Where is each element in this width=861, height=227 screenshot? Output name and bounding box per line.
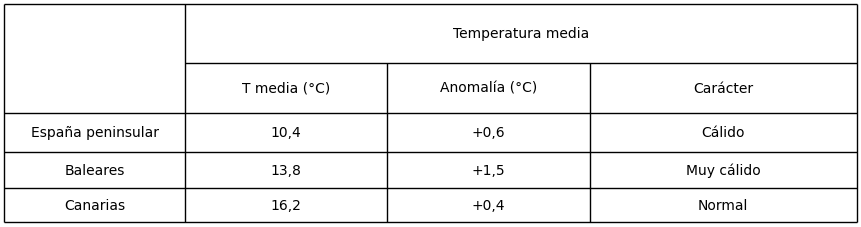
Text: Carácter: Carácter (693, 81, 753, 96)
Text: 13,8: 13,8 (271, 163, 301, 177)
Text: Normal: Normal (698, 198, 748, 212)
Text: +1,5: +1,5 (472, 163, 505, 177)
Text: Anomalía (°C): Anomalía (°C) (440, 81, 537, 96)
Text: 16,2: 16,2 (271, 198, 301, 212)
Text: Baleares: Baleares (65, 163, 125, 177)
Text: T media (°C): T media (°C) (242, 81, 331, 96)
Text: Canarias: Canarias (65, 198, 125, 212)
Text: España peninsular: España peninsular (31, 126, 158, 140)
Text: Muy cálido: Muy cálido (686, 163, 760, 178)
Text: 10,4: 10,4 (271, 126, 301, 140)
Text: +0,6: +0,6 (472, 126, 505, 140)
Text: +0,4: +0,4 (472, 198, 505, 212)
Text: Cálido: Cálido (702, 126, 745, 140)
Text: Temperatura media: Temperatura media (453, 27, 589, 41)
